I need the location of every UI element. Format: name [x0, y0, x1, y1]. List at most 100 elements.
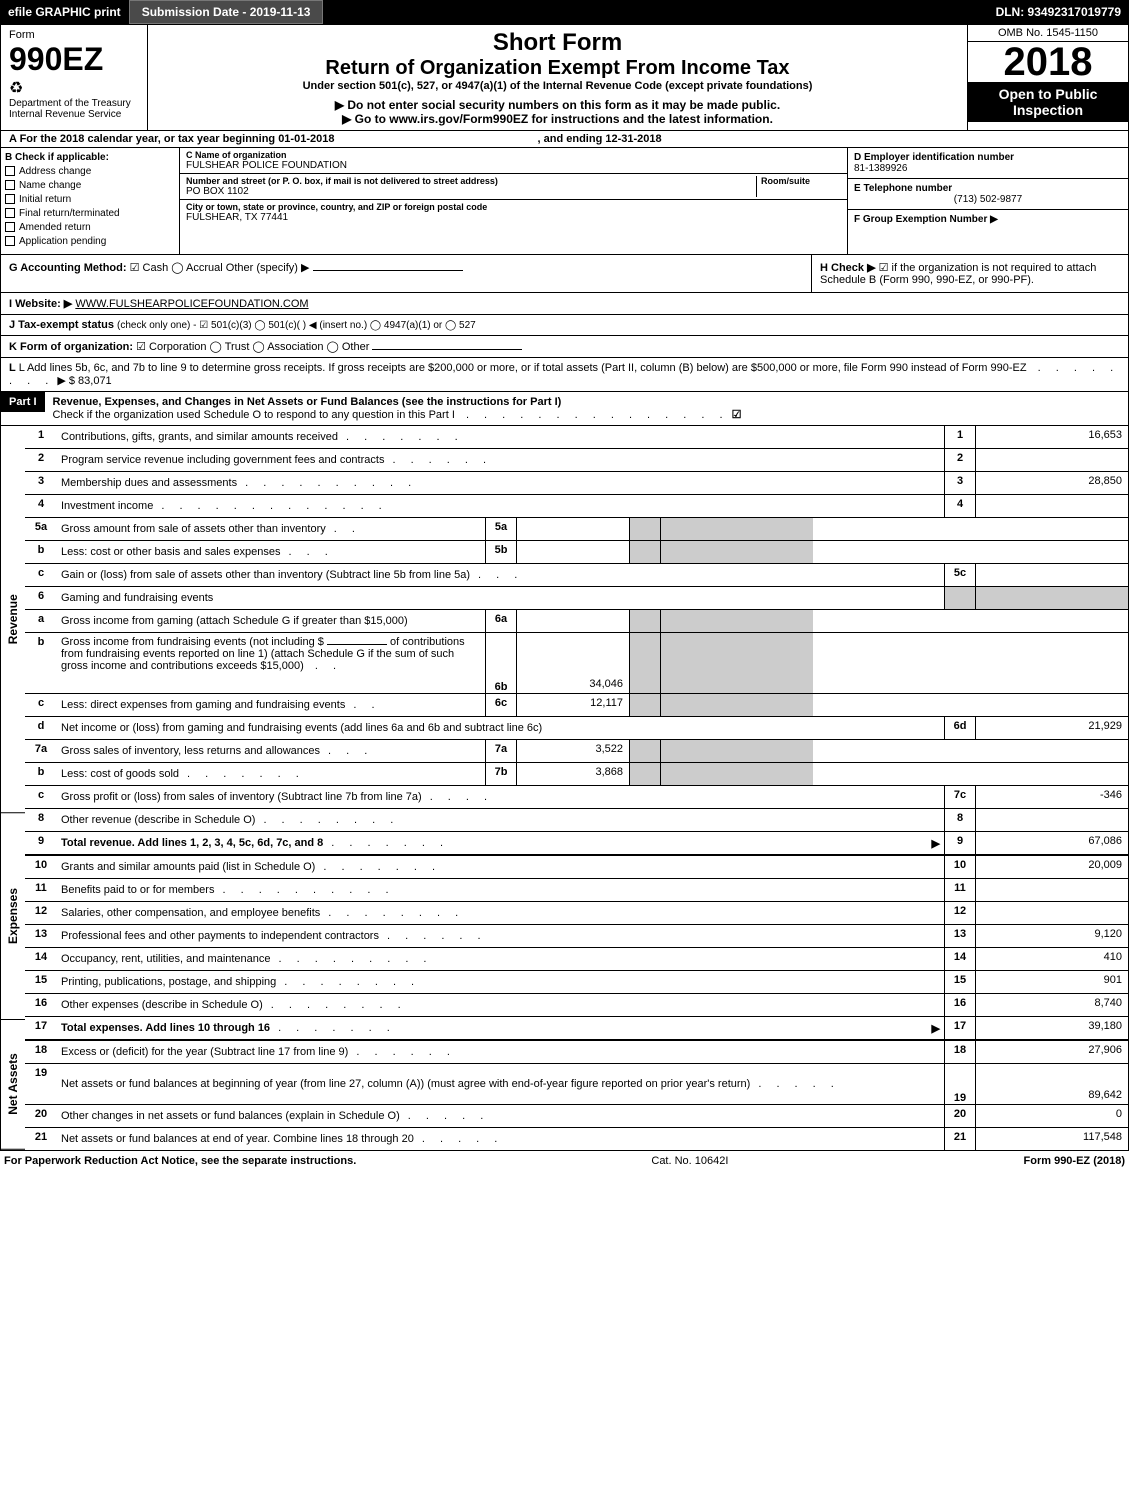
line-box: 3 — [944, 472, 975, 494]
line-20: 20 Other changes in net assets or fund b… — [25, 1104, 1128, 1127]
city-cell: City or town, state or province, country… — [180, 200, 847, 225]
main-table: Revenue Expenses Net Assets 1 Contributi… — [0, 426, 1129, 1151]
desc-text: Gross amount from sale of assets other t… — [61, 523, 326, 535]
app-pending[interactable]: Application pending — [5, 236, 175, 247]
street-cell: Number and street (or P. O. box, if mail… — [180, 174, 847, 200]
final-return[interactable]: Final return/terminated — [5, 208, 175, 219]
line-desc: Other revenue (describe in Schedule O). … — [57, 809, 944, 831]
line-box: 15 — [944, 971, 975, 993]
h-checkbox[interactable]: ☑ — [879, 262, 892, 274]
desc-text: Less: direct expenses from gaming and fu… — [61, 699, 345, 711]
period-end: , and ending 12-31-2018 — [538, 133, 662, 145]
line-11: 11 Benefits paid to or for members. . . … — [25, 878, 1128, 901]
line-7c: c Gross profit or (loss) from sales of i… — [25, 785, 1128, 808]
dots: . . . . . . . . . . . . . . . — [458, 409, 729, 421]
line-18: 18 Excess or (deficit) for the year (Sub… — [25, 1039, 1128, 1063]
checkbox-icon — [5, 166, 15, 176]
line-box: 1 — [944, 426, 975, 448]
other-label: Other (specify) ▶ — [226, 262, 310, 274]
initial-return[interactable]: Initial return — [5, 194, 175, 205]
website-link[interactable]: WWW.FULSHEARPOLICEFOUNDATION.COM — [75, 298, 308, 310]
street-value: PO BOX 1102 — [186, 186, 756, 197]
line-desc: Contributions, gifts, grants, and simila… — [57, 426, 944, 448]
i-label: I Website: ▶ — [9, 298, 72, 310]
desc-text: Other revenue (describe in Schedule O) — [61, 814, 255, 826]
sub-num: 6b — [485, 633, 516, 693]
line-6: 6 Gaming and fundraising events — [25, 586, 1128, 609]
expenses-tab: Expenses — [1, 813, 25, 1020]
short-form-title: Short Form — [156, 29, 959, 57]
line-box: 16 — [944, 994, 975, 1016]
checkbox-icon — [5, 236, 15, 246]
addr-change[interactable]: Address change — [5, 166, 175, 177]
line-num: 18 — [25, 1041, 57, 1063]
line-box: 19 — [944, 1064, 975, 1104]
dept-treasury: Department of the Treasury — [9, 98, 139, 109]
line-amt: 9,120 — [975, 925, 1128, 947]
line-desc: Net assets or fund balances at beginning… — [57, 1064, 944, 1104]
line-amt-gray — [660, 610, 813, 632]
line-box: 13 — [944, 925, 975, 947]
blank-input[interactable] — [327, 644, 387, 645]
line-box-gray — [629, 541, 660, 563]
name-change-label: Name change — [19, 180, 81, 191]
line-15: 15 Printing, publications, postage, and … — [25, 970, 1128, 993]
line-num: 6 — [25, 587, 57, 609]
dots: . . . — [281, 546, 481, 558]
sub-val — [516, 610, 629, 632]
line-amt: 21,929 — [975, 717, 1128, 739]
dots: . . . . . . . . . . — [214, 884, 940, 896]
other-option[interactable]: Other (specify) ▶ — [226, 262, 310, 274]
desc-text: Printing, publications, postage, and shi… — [61, 976, 276, 988]
addr-change-label: Address change — [19, 166, 91, 177]
line-num: 5a — [25, 518, 57, 540]
line-num: a — [25, 610, 57, 632]
efile-label[interactable]: efile GRAPHIC print — [0, 5, 129, 19]
sub-val — [516, 541, 629, 563]
accrual-option[interactable]: ◯ Accrual — [171, 262, 222, 274]
line-9: 9 Total revenue. Add lines 1, 2, 3, 4, 5… — [25, 831, 1128, 854]
line-num: 17 — [25, 1017, 57, 1039]
name-change[interactable]: Name change — [5, 180, 175, 191]
h-label: H Check ▶ — [820, 262, 876, 274]
k-other-input[interactable] — [372, 349, 522, 350]
desc-text1: Gross income from fundraising events (no… — [61, 636, 324, 648]
line-amt-gray — [660, 518, 813, 540]
desc-text: Membership dues and assessments — [61, 477, 237, 489]
desc-text: Grants and similar amounts paid (list in… — [61, 861, 315, 873]
line-amt — [975, 495, 1128, 517]
line-6b: b Gross income from fundraising events (… — [25, 632, 1128, 693]
cash-option[interactable]: ☑ Cash — [130, 262, 169, 274]
line-amt: 20,009 — [975, 856, 1128, 878]
dots: . . . . . . — [379, 930, 940, 942]
dots: . . . . — [422, 791, 940, 803]
sub-num: 5b — [485, 541, 516, 563]
part-i-checkbox[interactable]: ☑ — [732, 409, 742, 421]
line-12: 12 Salaries, other compensation, and emp… — [25, 901, 1128, 924]
k-label: K Form of organization: — [9, 341, 133, 353]
line-desc: Gain or (loss) from sale of assets other… — [57, 564, 944, 586]
f-label: F Group Exemption Number ▶ — [854, 214, 998, 225]
line-box-gray — [629, 518, 660, 540]
g-label: G Accounting Method: — [9, 262, 127, 274]
line-amt — [975, 902, 1128, 924]
row-gh: G Accounting Method: ☑ Cash ◯ Accrual Ot… — [0, 255, 1129, 293]
desc-text: Investment income — [61, 500, 153, 512]
line-box: 21 — [944, 1128, 975, 1150]
other-input[interactable] — [313, 270, 463, 271]
section-l: L L Add lines 5b, 6c, and 7b to line 9 t… — [0, 358, 1129, 392]
desc-text: Excess or (deficit) for the year (Subtra… — [61, 1046, 348, 1058]
period-row: A For the 2018 calendar year, or tax yea… — [0, 131, 1129, 148]
l-text: L Add lines 5b, 6c, and 7b to line 9 to … — [19, 362, 1027, 374]
line-4: 4 Investment income. . . . . . . . . . .… — [25, 494, 1128, 517]
room-label: Room/suite — [761, 176, 841, 186]
final-label: Final return/terminated — [19, 208, 120, 219]
line-desc: Grants and similar amounts paid (list in… — [57, 856, 944, 878]
dots: . . — [326, 523, 481, 535]
line-16: 16 Other expenses (describe in Schedule … — [25, 993, 1128, 1016]
line-desc: Net assets or fund balances at end of ye… — [57, 1128, 944, 1150]
line-num: 16 — [25, 994, 57, 1016]
goto-link[interactable]: ▶ Go to www.irs.gov/Form990EZ for instru… — [156, 112, 959, 126]
amended-return[interactable]: Amended return — [5, 222, 175, 233]
desc-text: Less: cost or other basis and sales expe… — [61, 546, 281, 558]
